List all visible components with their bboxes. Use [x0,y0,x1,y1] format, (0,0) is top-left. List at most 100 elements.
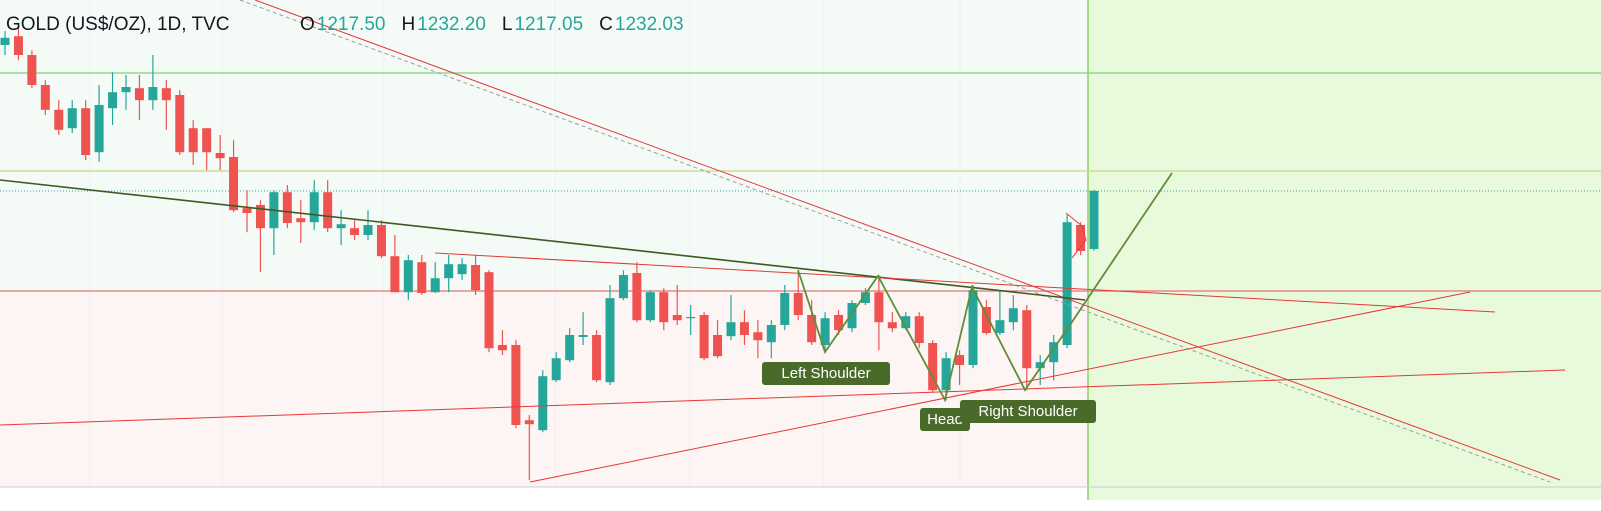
candle-body [1049,342,1059,363]
head-shoulders-path [797,172,1173,403]
candle-body [161,88,171,101]
candle-body [565,335,575,361]
candle-body [659,292,669,323]
candle-body [538,376,548,431]
candle-body [255,205,265,229]
candle-body [40,85,50,110]
candle-body [955,355,965,365]
candle-body [484,272,494,349]
ohlc-value: 1217.50 [317,14,386,35]
candle-body [363,225,373,235]
candle-body [229,157,239,211]
candle-body [121,87,131,93]
candle-body [605,298,615,383]
candle-body [430,278,440,293]
candle-body [1008,308,1018,323]
candle-body [202,128,212,153]
symbol-title: GOLD (US$/OZ), 1D, TVC [6,14,229,35]
resistance-line [434,252,1496,313]
candle-body [860,292,870,303]
candle-body [497,345,507,351]
ohlc-key: H [401,14,415,35]
candle-body [215,153,225,159]
candle-body [632,273,642,321]
down-trendline [254,0,1561,481]
candle-body [457,264,467,275]
candle-body [376,225,386,257]
candle-body [914,316,924,343]
candle-body [699,315,709,359]
small-triangle [1065,212,1087,259]
candle-body [13,36,23,55]
ohlc-value: 1217.05 [514,14,583,35]
candle-body [847,303,857,329]
candle-body [968,290,978,365]
candle-body [887,322,897,329]
candle-body [645,292,655,321]
candle-body [188,128,198,153]
left-shoulder-label: Left Shoulder [781,365,870,382]
candle-body [981,307,991,333]
candle-body [1062,222,1072,345]
candle-body [807,315,817,343]
candle-body [67,108,77,129]
label-box [920,408,970,431]
candle-body [1089,190,1099,249]
ohlc-value: 1232.20 [417,14,486,35]
ohlc-key: L [502,14,513,35]
rising-line [529,291,1471,483]
candle-body [739,322,749,335]
candle-body [511,345,521,425]
candle-body [753,332,763,341]
candle-body [175,95,185,153]
candle-body [323,192,333,229]
head-label: Head [927,411,963,428]
candle-body [928,343,938,391]
candle-body [820,318,830,345]
candle-body [27,55,37,85]
candle-body [296,218,306,223]
support-line [0,369,1566,426]
candle-body [134,88,144,101]
candle-body [551,358,561,381]
candle-body [417,262,427,293]
ohlc-key: C [599,14,613,35]
candle-body [148,87,158,101]
candle-body [444,264,454,279]
neckline [0,179,1086,301]
horizontal-levels [0,72,1601,488]
header: GOLD (US$/OZ), 1D, TVC O 1217.50 H 1232.20 L… [6,14,684,35]
candle-body [0,37,10,45]
candle-body [350,228,360,235]
candle-body [309,192,319,223]
candle-body [108,92,118,109]
candle-body [995,320,1005,333]
pattern-labels: Left Shoulder Head Right Shoulder [762,362,1096,431]
candle-body [471,265,481,291]
label-box [960,400,1096,423]
drawings [0,0,1566,483]
candle-body [1076,225,1086,251]
candle-body [686,317,696,319]
candle-body [834,315,844,331]
candle-body [578,335,588,337]
candle-body [282,192,292,223]
candle-body [941,358,951,391]
candle-body [1022,310,1032,369]
candle-body [901,316,911,329]
candle-body [94,105,104,153]
ohlc-value: 1232.03 [615,14,684,35]
candle-body [242,208,252,213]
backgrounds [0,0,1601,500]
candle-body [726,322,736,337]
candles [0,25,1099,481]
candle-body [713,335,723,357]
candle-body [1035,362,1045,369]
candle-body [81,108,91,155]
upper-zone [0,0,1088,291]
right-shoulder-label: Right Shoulder [978,403,1077,420]
projection-zone [1088,0,1601,500]
candle-body [336,224,346,229]
label-box [762,362,890,385]
